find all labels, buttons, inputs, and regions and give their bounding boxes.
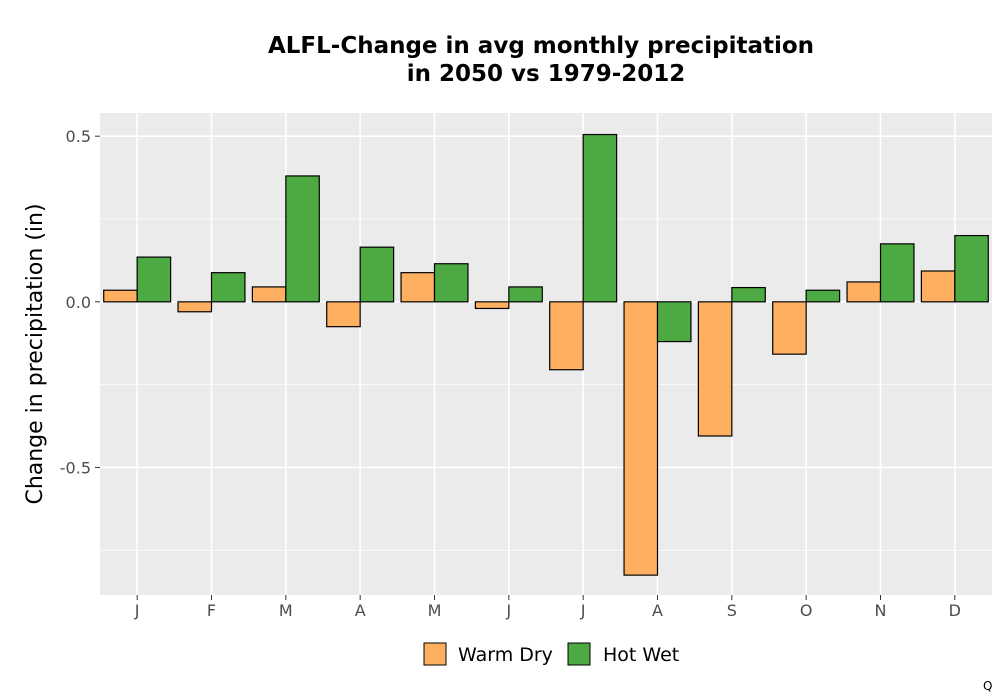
x-tick-label: F xyxy=(207,601,216,620)
bar-hot-wet-6 xyxy=(582,133,618,303)
legend-swatch-hot-wet xyxy=(567,642,591,666)
bar-warm-dry-5 xyxy=(474,301,510,310)
bar-warm-dry-2 xyxy=(251,286,287,303)
bar-hot-wet-2 xyxy=(285,175,320,303)
bar-hot-wet-11 xyxy=(954,234,989,303)
x-tick-label: J xyxy=(134,601,140,620)
bar-warm-dry-10 xyxy=(846,281,882,303)
bar-warm-dry-9 xyxy=(772,301,807,355)
x-tick-label: S xyxy=(727,601,737,620)
bar-hot-wet-3 xyxy=(359,246,395,303)
bar-hot-wet-5 xyxy=(508,286,543,303)
x-tick-label: M xyxy=(279,601,293,620)
x-tick-label: N xyxy=(875,601,887,620)
chart-title-line2: in 2050 vs 1979-2012 xyxy=(407,61,686,87)
y-tick-label: 0.5 xyxy=(66,127,91,146)
x-tick-label: A xyxy=(652,601,663,620)
bar-warm-dry-0 xyxy=(103,289,138,303)
bar-hot-wet-1 xyxy=(210,272,246,303)
y-axis-ticks: 0.5 0.0 -0.5 xyxy=(60,127,100,477)
bar-warm-dry-11 xyxy=(920,270,956,303)
bar-warm-dry-6 xyxy=(549,301,584,371)
bars xyxy=(103,133,989,576)
legend-label-warm-dry: Warm Dry xyxy=(458,644,553,666)
x-tick-label: J xyxy=(505,601,511,620)
y-axis-title: Change in precipitation (in) xyxy=(23,203,48,504)
bar-warm-dry-3 xyxy=(326,301,361,328)
bar-hot-wet-9 xyxy=(805,289,841,303)
x-tick-label: J xyxy=(580,601,586,620)
legend-label-hot-wet: Hot Wet xyxy=(603,644,679,666)
bar-hot-wet-0 xyxy=(136,256,172,303)
bar-hot-wet-10 xyxy=(879,243,915,303)
bar-warm-dry-1 xyxy=(177,301,213,313)
bar-hot-wet-7 xyxy=(656,301,692,343)
y-tick-label: -0.5 xyxy=(60,458,91,477)
x-tick-label: D xyxy=(949,601,961,620)
bar-warm-dry-7 xyxy=(623,301,659,576)
corner-mark: Q xyxy=(983,679,992,693)
bar-hot-wet-4 xyxy=(433,263,469,303)
chart-title-line1: ALFL-Change in avg monthly precipitation xyxy=(268,33,814,59)
x-tick-label: M xyxy=(428,601,442,620)
x-tick-label: O xyxy=(800,601,813,620)
bar-warm-dry-4 xyxy=(400,272,436,303)
legend-swatch-warm-dry xyxy=(423,642,447,666)
legend: Warm Dry Hot Wet xyxy=(423,642,679,666)
bar-hot-wet-8 xyxy=(731,286,766,303)
y-tick-label: 0.0 xyxy=(66,293,91,312)
x-tick-label: A xyxy=(355,601,366,620)
bar-warm-dry-8 xyxy=(697,301,733,437)
plot-panel xyxy=(100,113,992,595)
